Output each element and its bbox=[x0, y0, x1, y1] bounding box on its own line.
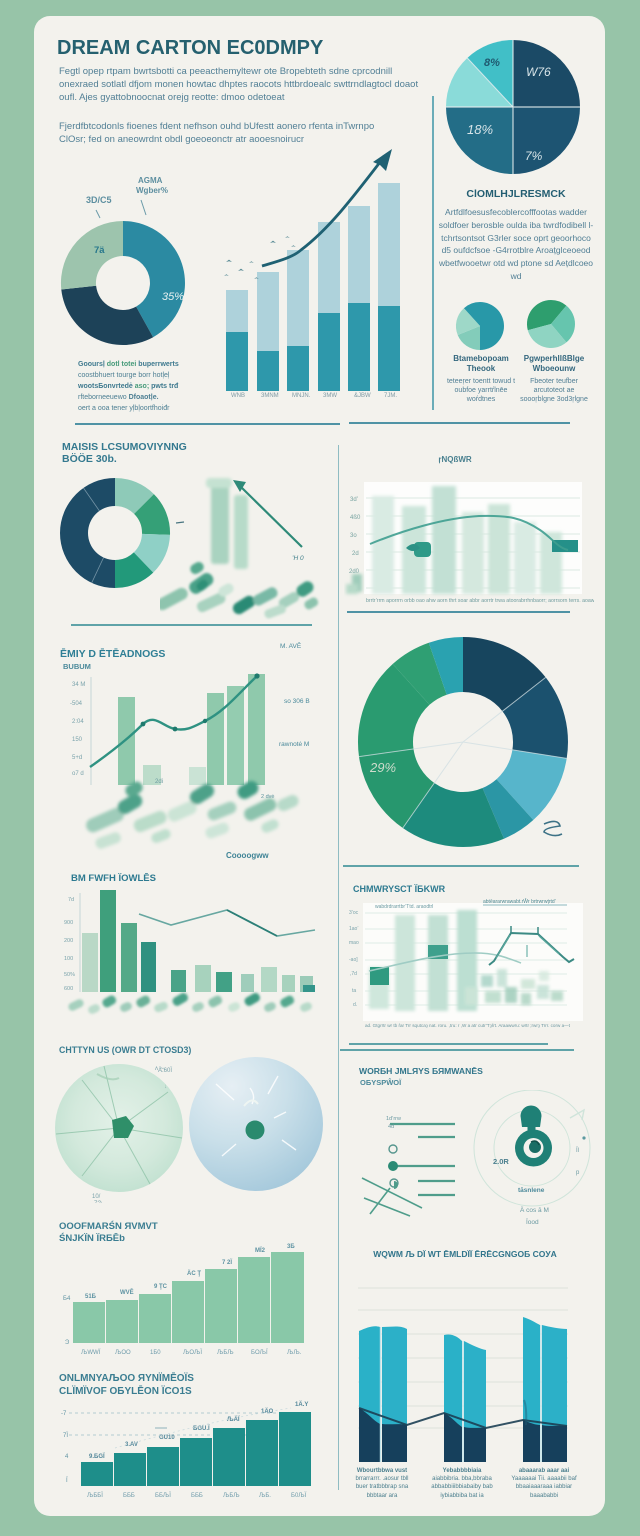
svg-text:3’oc: 3’oc bbox=[349, 910, 359, 916]
svg-text:WNB: WNB bbox=[231, 393, 245, 399]
svg-text:2di: 2di bbox=[155, 779, 163, 785]
svg-text:ЉЉ.: ЉЉ. bbox=[287, 1350, 302, 1356]
svg-text:БOЉЇ: БOЉЇ bbox=[251, 1349, 268, 1356]
svg-text:10/: 10/ bbox=[92, 1194, 101, 1200]
svg-text:2d: 2d bbox=[352, 551, 359, 557]
svg-text:MЇ2: MЇ2 bbox=[255, 1247, 266, 1254]
svg-text:,7d: ,7d bbox=[350, 971, 357, 977]
svg-text:Ä coѕ ā M: Ä coѕ ā M bbox=[520, 1206, 549, 1214]
svg-text:Ͽ: Ͽ bbox=[65, 1340, 70, 1346]
svg-text:1d’rrw: 1d’rrw bbox=[386, 1116, 401, 1122]
svg-text:Їl: Їl bbox=[576, 1147, 579, 1154]
svg-text:1Б0: 1Б0 bbox=[150, 1350, 161, 1356]
svg-text:WVĒ: WVĒ bbox=[120, 1289, 134, 1296]
svg-text:7JM.: 7JM. bbox=[384, 393, 397, 399]
svg-text:7d: 7d bbox=[68, 897, 74, 903]
svg-text:GU10: GU10 bbox=[159, 1435, 175, 1441]
svg-text:-504: -504 bbox=[70, 701, 83, 707]
svg-text:3o: 3o bbox=[350, 533, 357, 539]
svg-text:Ї: Ї bbox=[66, 1477, 68, 1484]
svg-text:Їood: Їood bbox=[526, 1218, 539, 1226]
svg-text:9 ŢC: 9 ŢC bbox=[154, 1284, 168, 1290]
svg-text:p: p bbox=[576, 1170, 580, 1176]
svg-text:5+d: 5+d bbox=[72, 755, 82, 761]
svg-text:БББ: БББ bbox=[123, 1493, 135, 1499]
svg-text:3D/C5: 3D/C5 bbox=[86, 195, 112, 205]
svg-text:3.AV: 3.AV bbox=[125, 1442, 138, 1448]
svg-text:ЉOO: ЉOO bbox=[115, 1350, 131, 1356]
svg-text:rfteborneeuewo Dfoaotļe.: rfteborneeuewo Dfoaotļe. bbox=[78, 394, 159, 401]
svg-text:7ä: 7ä bbox=[94, 245, 105, 256]
svg-text:↓: ↓ bbox=[164, 1084, 167, 1090]
svg-text:18%: 18% bbox=[467, 122, 493, 137]
svg-text:7Ї: 7Ї bbox=[63, 1432, 68, 1439]
svg-text:29%: 29% bbox=[369, 760, 396, 775]
svg-text:oert a ooa tener yļbļoortfhoiđ: oert a ooa tener yļbļoortfhoiđr bbox=[78, 405, 170, 412]
svg-text:coostbhuert tourge borr hotļeļ: coostbhuert tourge borr hotļeļ bbox=[78, 372, 170, 379]
svg-text:ÄC Ţ: ÄC Ţ bbox=[187, 1270, 201, 1277]
svg-text:200: 200 bbox=[64, 938, 73, 944]
svg-text:150: 150 bbox=[72, 737, 83, 743]
svg-text:3MNM: 3MNM bbox=[261, 393, 279, 399]
svg-text:ЉÄЇ: ЉÄЇ bbox=[227, 1416, 240, 1423]
svg-text:abtēararwrawabt.rŴr brtrwrwțrt: abtēararwrawabt.rŴr brtrwrwțrtd’ bbox=[483, 898, 556, 905]
svg-text:brrtr’rrm aporrrn orbb oao ah: brrtr’rrm aporrrn orbb oao ahw aorn thrt… bbox=[366, 598, 594, 604]
svg-text:4ß0: 4ß0 bbox=[350, 515, 361, 521]
svg-text:50%: 50% bbox=[64, 972, 75, 978]
svg-text:3MW: 3MW bbox=[323, 393, 337, 399]
svg-text:MNJN.: MNJN. bbox=[292, 393, 311, 399]
svg-text:3Б: 3Б bbox=[287, 1244, 295, 1250]
svg-text:2.0R: 2.0R bbox=[493, 1157, 509, 1166]
svg-text:100: 100 bbox=[64, 956, 73, 962]
svg-text:2:04: 2:04 bbox=[72, 719, 84, 725]
svg-text:1Ä.Y: 1Ä.Y bbox=[295, 1401, 308, 1408]
svg-text:7 2Ї: 7 2Ї bbox=[222, 1259, 232, 1266]
svg-text:tāѕnlеnе: tāѕnlеnе bbox=[518, 1187, 545, 1194]
svg-text:Б4: Б4 bbox=[63, 1296, 71, 1302]
svg-text:ЉБ.: ЉБ. bbox=[259, 1493, 271, 1499]
svg-text:8%: 8% bbox=[484, 57, 500, 69]
svg-text:2d0: 2d0 bbox=[349, 569, 360, 575]
svg-text:Ä.60Ї: Ä.60Ї bbox=[158, 1067, 172, 1074]
svg-text:’H 0: ’H 0 bbox=[292, 555, 304, 562]
svg-text:2 dvė: 2 dvė bbox=[261, 794, 274, 800]
svg-text:БББ: БББ bbox=[191, 1493, 203, 1499]
svg-text:-ao]: -ao] bbox=[349, 957, 358, 963]
svg-text:ad. Gtgrrtr wr tb ŕar Trr squt: ad. Gtgrrtr wr tb ŕar Trr squtcaȝ nat. r… bbox=[365, 1023, 571, 1029]
svg-text:ЉББЇ: ЉББЇ bbox=[87, 1492, 103, 1499]
svg-text:Б0ЉЇ: Б0ЉЇ bbox=[291, 1492, 307, 1499]
svg-text:W76: W76 bbox=[526, 65, 551, 79]
svg-text:ta: ta bbox=[352, 988, 356, 994]
svg-text:wabdrdrarrtbr’Ttd. araodtrl: wabdrdrarrtbr’Ttd. araodtrl bbox=[375, 904, 433, 910]
svg-text:Wgber%: Wgber% bbox=[136, 186, 168, 195]
svg-text:БGU.Ї: БGU.Ї bbox=[193, 1425, 210, 1432]
svg-text:4d: 4d bbox=[388, 1124, 394, 1130]
svg-text:51Б: 51Б bbox=[85, 1294, 97, 1300]
svg-text:wootsБonvrtedė aso; pwts trđ: wootsБonvrtedė aso; pwts trđ bbox=[77, 383, 179, 390]
svg-text:mao: mao bbox=[349, 940, 359, 946]
svg-text:600: 600 bbox=[64, 986, 73, 992]
svg-text:900: 900 bbox=[64, 920, 73, 926]
svg-text:35%: 35% bbox=[162, 291, 184, 303]
svg-text:ЉБЉ: ЉБЉ bbox=[223, 1493, 240, 1499]
svg-text:7%: 7% bbox=[525, 149, 543, 163]
svg-text:&JBW: &JBW bbox=[354, 393, 371, 399]
svg-text:ББЉЇ: ББЉЇ bbox=[155, 1492, 171, 1499]
svg-text:34 M: 34 M bbox=[72, 682, 85, 688]
svg-text:1ao’: 1ao’ bbox=[349, 926, 358, 932]
svg-text:Gooursļ dotl totei buperrwerts: Gooursļ dotl totei buperrwerts bbox=[78, 361, 179, 368]
svg-text:ЉWWЇ: ЉWWЇ bbox=[81, 1349, 101, 1356]
svg-text:d.: d. bbox=[353, 1002, 357, 1008]
svg-text:ЉOЉЇ: ЉOЉЇ bbox=[183, 1349, 202, 1356]
svg-text:o7 d: o7 d bbox=[72, 771, 84, 777]
svg-text:ʌ ∼: ʌ ∼ bbox=[155, 1066, 165, 1072]
svg-text:9.БGЇ: 9.БGЇ bbox=[89, 1453, 105, 1460]
svg-text:-7: -7 bbox=[61, 1411, 67, 1417]
svg-text:1ÄO: 1ÄO bbox=[261, 1408, 274, 1415]
svg-text:7Ͽ: 7Ͽ bbox=[94, 1201, 102, 1203]
svg-text:3d’: 3d’ bbox=[350, 497, 358, 503]
svg-text:ЉБЉ: ЉБЉ bbox=[217, 1350, 234, 1356]
svg-text:4: 4 bbox=[65, 1454, 69, 1460]
svg-text:AGMA: AGMA bbox=[138, 176, 163, 185]
